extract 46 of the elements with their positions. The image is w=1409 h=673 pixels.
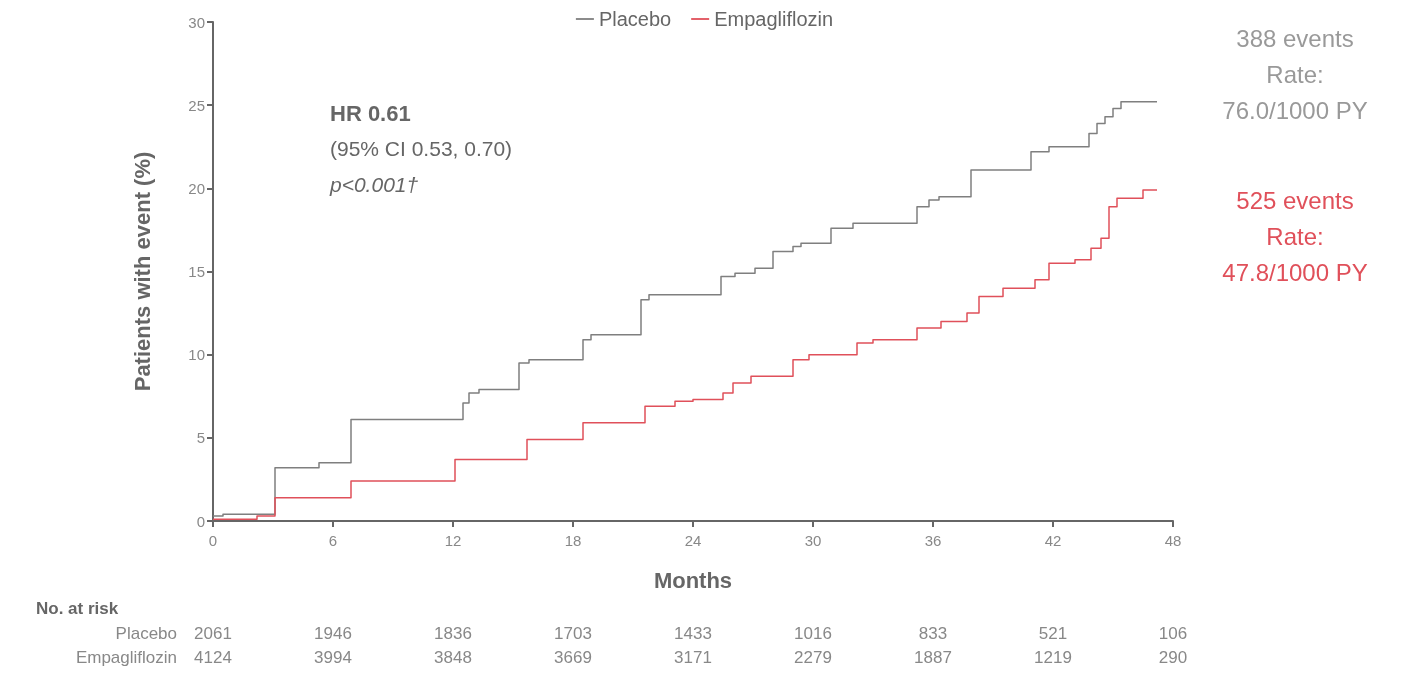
annotation: HR 0.61	[329, 100, 411, 126]
text: 1703	[554, 624, 592, 643]
text: 2279	[794, 648, 832, 667]
text: 3669	[554, 648, 592, 667]
x-tick-label: 0	[208, 532, 218, 549]
text: 1016	[794, 624, 832, 643]
text: 833	[918, 624, 948, 643]
x-tick-label: 12	[444, 532, 462, 549]
y-tick-label: 5	[196, 429, 205, 447]
legend-label: Empagliflozin	[714, 8, 834, 30]
text: 1836	[434, 624, 472, 643]
text: 1887	[914, 648, 952, 667]
text: 2061	[194, 624, 232, 643]
text: 388 events Rate: 76.0/1000 PY	[1222, 24, 1368, 124]
y-tick-label: 30	[188, 13, 205, 31]
text: 1946	[314, 624, 352, 643]
text: 3848	[434, 648, 472, 667]
text: 1433	[674, 624, 712, 643]
text: 4124	[194, 648, 232, 667]
x-tick-label: 18	[564, 532, 582, 549]
y-tick-label: 15	[188, 263, 205, 280]
y-tick-label: 10	[188, 346, 205, 364]
x-tick-label: 30	[804, 532, 822, 549]
text: Placebo	[115, 624, 177, 643]
x-tick-label: 6	[328, 532, 338, 549]
legend-label: Placebo	[598, 8, 672, 30]
text: 106	[1158, 624, 1188, 643]
text: 3171	[674, 648, 712, 667]
x-tick-label: 48	[1164, 532, 1182, 549]
x-tick-label: 36	[924, 532, 942, 549]
text: 3994	[314, 648, 352, 667]
x-tick-label: 24	[684, 532, 702, 549]
text: No. at risk	[36, 599, 119, 618]
annotation: p<0.001†	[328, 173, 419, 196]
annotation: (95% CI 0.53, 0.70)	[329, 137, 513, 160]
text: 521	[1038, 624, 1068, 643]
text: 1219	[1034, 648, 1072, 667]
text: 525 events Rate: 47.8/1000 PY	[1222, 186, 1368, 286]
text: Empagliflozin	[75, 648, 177, 667]
x-tick-label: 42	[1044, 532, 1062, 549]
y-tick-label: 25	[188, 96, 205, 114]
y-tick-label: 0	[196, 512, 205, 530]
y-axis-title: Patients with event (%)	[129, 151, 155, 392]
text: 290	[1158, 648, 1188, 667]
x-axis-title: Months	[653, 567, 733, 593]
y-tick-label: 20	[188, 179, 205, 197]
